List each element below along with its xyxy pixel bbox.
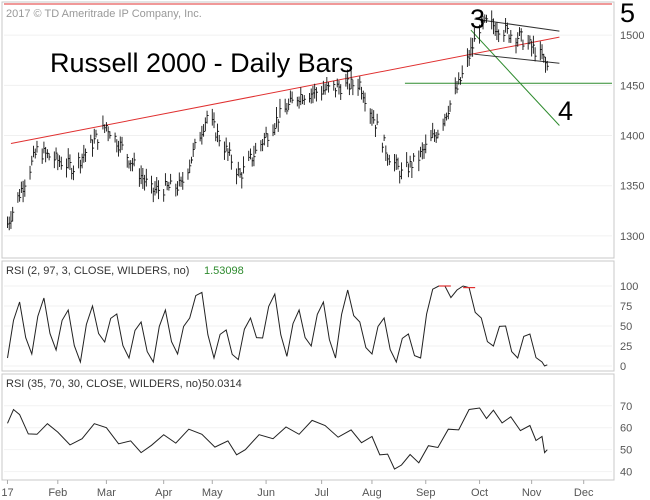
- channel-upper-line: [474, 18, 560, 32]
- rsi-short-panel-frame: [1, 260, 615, 372]
- price-y-tick-label: 1400: [620, 131, 644, 143]
- wave-label-5: 5: [620, 0, 635, 28]
- price-y-tick-label: 1350: [620, 181, 644, 193]
- rsi-short-y-tick-label: 50: [620, 321, 632, 333]
- rsi-short-line: [7, 285, 548, 367]
- x-tick-label: Jun: [257, 487, 275, 499]
- x-axis: 17 Feb Mar Apr May Jun Jul Aug Sep Oct Nov Dec: [1, 480, 594, 499]
- rsi-long-title: RSI (35, 70, 30, CLOSE, WILDERS, no): [6, 378, 202, 390]
- copyright-text: 2017 © TD Ameritrade IP Company, Inc.: [6, 8, 202, 20]
- x-tick-label: Aug: [362, 487, 382, 499]
- rsi-short-panel: 100 75 50 25 0 RSI (2, 97, 3, CLOSE, WILDERS…: [1, 260, 638, 373]
- x-tick-label: Jul: [315, 487, 329, 499]
- rsi-long-y-tick-label: 50: [620, 445, 632, 457]
- rsi-long-panel: 70 60 50 40 RSI (35, 70, 30, CLOSE, WILDERS…: [1, 373, 632, 481]
- x-tick-label: Apr: [155, 487, 172, 499]
- rsi-long-line: [7, 407, 548, 470]
- red-trendline: [10, 36, 560, 145]
- x-tick-label: Sep: [416, 487, 436, 499]
- price-panel: 1500 1450 1400 1350 1300 2017 © TD Ameritrad…: [1, 0, 644, 259]
- rsi-short-y-tick-label: 25: [620, 341, 632, 353]
- x-tick-label: Dec: [574, 487, 594, 499]
- rsi-short-y-tick-label: 75: [620, 301, 632, 313]
- rsi-long-y-tick-label: 60: [620, 423, 632, 435]
- green-trendline: [470, 29, 560, 126]
- rsi-long-y-tick-label: 70: [620, 401, 632, 413]
- price-y-tick-label: 1300: [620, 231, 644, 243]
- x-tick-label: Mar: [97, 487, 116, 499]
- rsi-short-y-tick-label: 0: [620, 361, 626, 373]
- wave-label-3: 3: [470, 4, 485, 34]
- x-tick-label: Feb: [48, 487, 67, 499]
- price-panel-frame: [1, 1, 615, 259]
- price-y-tick-label: 1500: [620, 30, 644, 42]
- x-tick-label: 17: [1, 487, 13, 499]
- rsi-long-y-tick-label: 40: [620, 467, 632, 479]
- rsi-short-last-value: 1.53098: [204, 265, 244, 277]
- x-tick-label: May: [202, 487, 223, 499]
- rsi-short-title: RSI (2, 97, 3, CLOSE, WILDERS, no): [6, 265, 189, 277]
- chart-title: Russell 2000 - Daily Bars: [50, 48, 353, 78]
- wave-label-4: 4: [558, 96, 573, 126]
- rsi-short-y-tick-label: 100: [620, 281, 638, 293]
- x-tick-label: Nov: [522, 487, 542, 499]
- price-y-tick-label: 1450: [620, 80, 644, 92]
- x-tick-label: Oct: [471, 487, 488, 499]
- rsi-long-last-value: 50.0314: [202, 378, 242, 390]
